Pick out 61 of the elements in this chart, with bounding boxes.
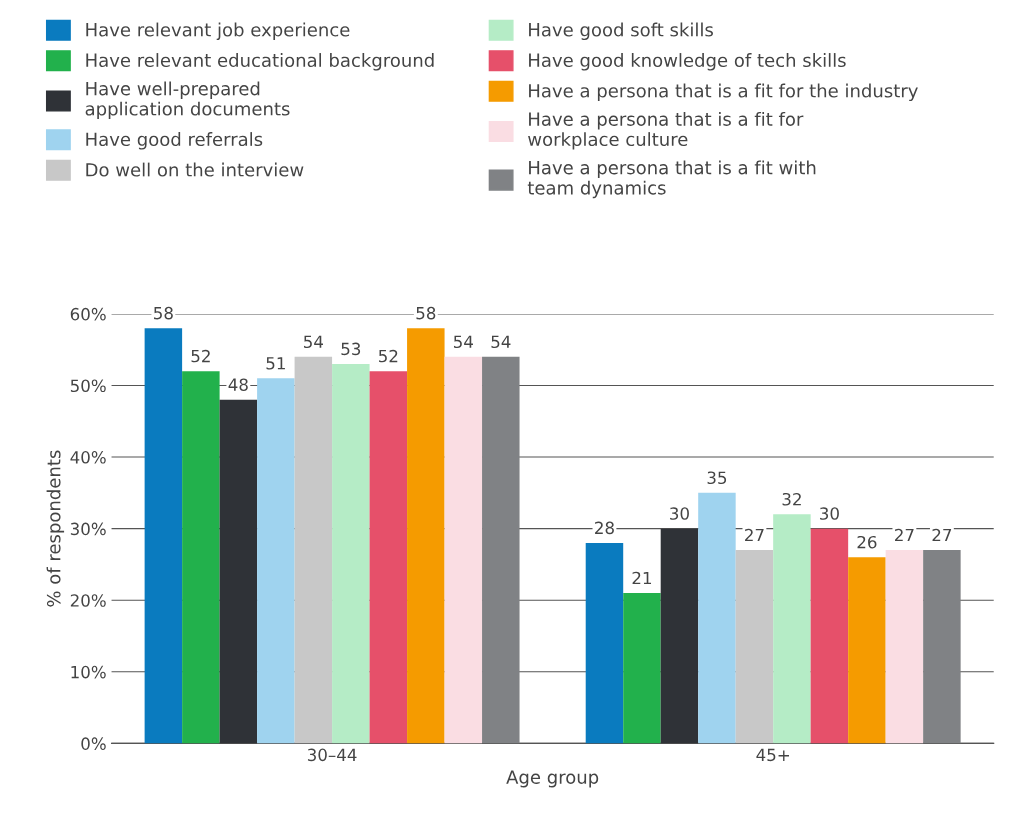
- data-label: 35: [707, 471, 727, 485]
- data-label: 52: [191, 349, 210, 363]
- y-tick-label: 40%: [70, 451, 106, 464]
- bar: [885, 550, 924, 744]
- legend-label: Have a persona that is a fit for workplace culture: [528, 111, 804, 150]
- data-label: 54: [491, 335, 511, 349]
- y-tick-label: 10%: [71, 665, 106, 679]
- data-label: 48: [228, 378, 248, 391]
- bar: [407, 328, 445, 744]
- bar: [369, 371, 408, 744]
- data-label: 54: [304, 335, 324, 349]
- data-label: 28: [595, 521, 614, 535]
- bar: [144, 328, 183, 744]
- legend-label: Have relevant job experience: [86, 22, 350, 41]
- x-axis-title: Age group: [506, 770, 599, 788]
- legend-label: Have good soft skills: [529, 22, 713, 41]
- data-label: 51: [266, 357, 285, 370]
- data-label: 52: [379, 349, 398, 363]
- legend-label: Have relevant educational background: [86, 53, 434, 71]
- data-label: 58: [154, 306, 173, 320]
- bar: [660, 528, 699, 744]
- y-tick-label: 30%: [70, 522, 106, 536]
- y-tick-label: 0%: [81, 737, 106, 750]
- bar: [810, 528, 849, 744]
- x-tick-label: 45+: [756, 748, 789, 762]
- data-label: 32: [782, 492, 801, 506]
- data-label: 54: [453, 335, 473, 349]
- data-label: 26: [857, 535, 877, 549]
- bar: [182, 371, 220, 744]
- bar: [482, 356, 520, 744]
- data-label: 27: [932, 528, 952, 542]
- bar: [585, 542, 624, 744]
- data-label: 21: [632, 571, 652, 585]
- legend-label: Do well on the interview: [86, 162, 304, 177]
- bar: [623, 593, 661, 744]
- bar: [735, 550, 774, 744]
- bar: [332, 363, 370, 744]
- y-tick-label: 50%: [70, 379, 106, 393]
- data-label: 58: [416, 306, 436, 320]
- data-label: 27: [745, 528, 764, 542]
- legend-label: Have a persona that is a fit for the industry: [529, 83, 918, 102]
- bar: [923, 550, 961, 744]
- bar: [773, 514, 811, 744]
- bar: [219, 399, 258, 744]
- data-label: 53: [341, 342, 361, 356]
- x-tick-label: 30–44: [307, 748, 357, 762]
- bar: [444, 356, 483, 744]
- legend-label: Have good knowledge of tech skills: [529, 53, 846, 71]
- legend-label: Have a persona that is a fit with team dynamics: [527, 160, 816, 199]
- data-label: 30: [820, 507, 839, 520]
- bar: [698, 492, 736, 744]
- y-tick-label: 20%: [70, 594, 106, 607]
- data-label: 30: [670, 507, 689, 520]
- legend-label: Have well-prepared application documents: [85, 81, 290, 120]
- bar: [848, 557, 886, 744]
- y-axis-title: % of respondents: [46, 450, 65, 607]
- data-label: 27: [895, 528, 914, 542]
- legend-label: Have good referrals: [86, 132, 263, 150]
- bar: [257, 378, 295, 744]
- y-tick-label: 60%: [70, 307, 106, 321]
- bar: [294, 356, 333, 744]
